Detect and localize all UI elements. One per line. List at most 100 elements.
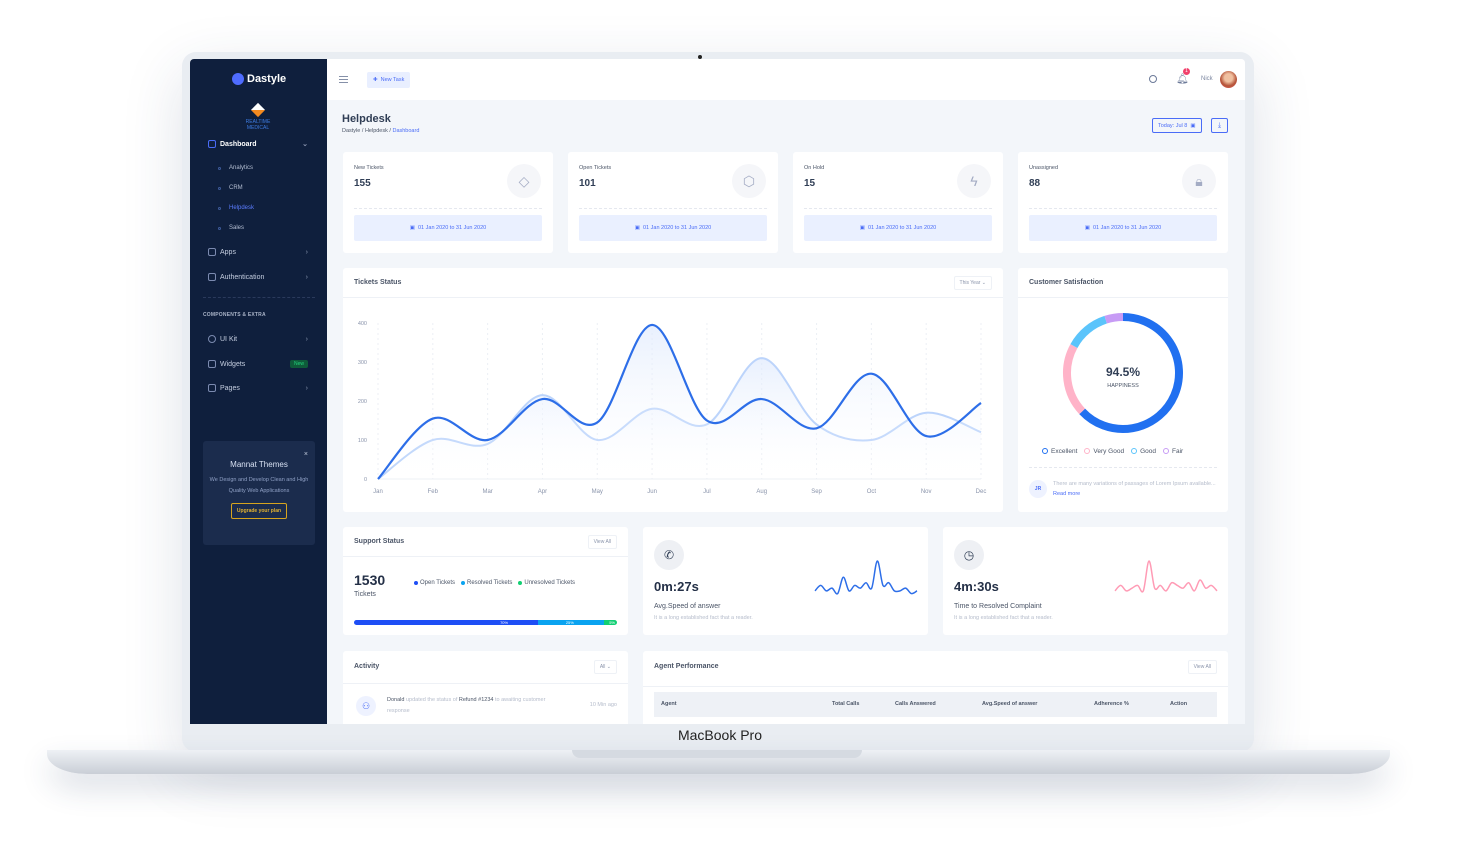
read-more-link[interactable]: Read more (1053, 491, 1081, 497)
card-title: Activity (354, 663, 380, 670)
cube-icon (208, 335, 216, 343)
calendar-icon: ▣ (859, 225, 865, 231)
date-range-button[interactable]: ▣ 01 Jan 2020 to 31 Jun 2020 (354, 215, 542, 241)
bell-icon[interactable]: 🔔︎ (1176, 74, 1189, 85)
sidebar-item-sales[interactable]: Sales (218, 225, 244, 231)
device-label: MacBook Pro (677, 727, 763, 743)
legend-item[interactable]: Excellent (1042, 448, 1077, 455)
card-title: Agent Performance (654, 663, 719, 670)
resolve-time-label: Time to Resolved Complaint (954, 603, 1042, 610)
box-icon: ⬡ (732, 164, 766, 198)
customer-satisfaction-card: Customer Satisfaction 94.5% HAPPINESS Ex… (1018, 268, 1228, 512)
column-header: Calls Answered (895, 701, 936, 707)
legend-item: Open Tickets (414, 580, 455, 586)
stat-value: 88 (1029, 178, 1041, 189)
y-tick-label: 300 (358, 360, 367, 366)
new-task-button[interactable]: ✚ New Task (367, 72, 411, 88)
column-header: Avg.Speed of answer (982, 701, 1038, 707)
sidebar-item-helpdesk[interactable]: Helpdesk (218, 205, 254, 211)
card-title: Support Status (354, 538, 405, 545)
sidebar-item-analytics[interactable]: Analytics (218, 165, 253, 171)
resolve-time-card: ◷ 4m:30s Time to Resolved Complaint It i… (943, 527, 1228, 635)
calendar-icon: ▣ (634, 225, 640, 231)
y-tick-label: 400 (358, 321, 367, 327)
view-all-button[interactable]: View All (1187, 660, 1217, 674)
avatar[interactable] (1220, 71, 1237, 88)
stat-label: New Tickets (354, 165, 384, 171)
topbar: ✚ New Task 🔔︎ 1 Nick (327, 59, 1245, 100)
date-range-button[interactable]: ▣ 01 Jan 2020 to 31 Jun 2020 (1029, 215, 1217, 241)
close-icon[interactable]: × (303, 451, 308, 458)
stat-card: Unassigned 88 🔒︎ ▣ 01 Jan 2020 to 31 Jun 202… (1018, 152, 1228, 253)
chevron-right-icon: › (305, 335, 308, 343)
view-all-button[interactable]: View All (587, 535, 617, 549)
x-tick-label: Jun (647, 489, 657, 495)
activity-item[interactable]: Donald updated the status of Refund #123… (387, 697, 546, 714)
avg-speed-sparkline (814, 560, 918, 595)
support-progress-bar: 70% 25% 5% (354, 620, 617, 625)
sidebar-item-dashboard[interactable]: Dashboard ⌄ (208, 140, 308, 148)
sidebar: Dastyle REALTIME MEDICAL Dashboard ⌄ Anal… (190, 59, 327, 724)
client-logo: REALTIME MEDICAL (234, 102, 282, 131)
page-title: Helpdesk (342, 113, 391, 125)
promo-card: × Mannat Themes We Design and Develop Cl… (203, 441, 315, 545)
sidebar-item-widgets[interactable]: Widgets New (208, 360, 308, 368)
avg-speed-desc: It is a long established fact that a rea… (654, 615, 753, 621)
chevron-right-icon: › (305, 384, 308, 392)
breadcrumb: Dastyle / Helpdesk / Dashboard (342, 128, 420, 134)
brand-icon (232, 73, 244, 85)
card-title: Customer Satisfaction (1029, 279, 1104, 286)
x-tick-label: Dec (976, 489, 987, 495)
lock-icon (208, 273, 216, 281)
series-line (377, 323, 982, 480)
sidebar-item-crm[interactable]: CRM (218, 185, 243, 191)
date-range-button[interactable]: ▣ 01 Jan 2020 to 31 Jun 2020 (579, 215, 767, 241)
chevron-down-icon: ⌄ (302, 141, 308, 148)
user-activity-icon: ⚇ (356, 696, 376, 716)
today-button[interactable]: Today: Jul 8 ▣ (1152, 118, 1202, 133)
sidebar-item-ui-kit[interactable]: UI Kit › (208, 335, 308, 343)
tickets-status-card: Tickets Status This Year ⌄ Jan Feb Mar Apr Ma… (343, 268, 1003, 512)
date-range-button[interactable]: ▣ 01 Jan 2020 to 31 Jun 2020 (804, 215, 992, 241)
resolve-time-value: 4m:30s (954, 579, 999, 594)
x-tick-label: Oct (867, 489, 877, 495)
laptop-notch (572, 750, 862, 758)
notification-badge: 1 (1183, 68, 1190, 75)
donut-slice (1070, 315, 1108, 349)
progress-segment: 70% (354, 620, 539, 625)
support-status-card: Support Status View All 1530 Tickets Open… (343, 527, 628, 635)
search-icon[interactable] (1149, 75, 1157, 83)
brand-name: Dastyle (247, 73, 287, 85)
camera (698, 55, 702, 59)
legend-item[interactable]: Fair (1163, 448, 1183, 455)
avg-speed-card: ✆ 0m:27s Avg.Speed of answer It is a lon… (643, 527, 928, 635)
year-filter-dropdown[interactable]: This Year ⌄ (953, 276, 992, 290)
sidebar-item-apps[interactable]: Apps › (208, 248, 308, 256)
tickets-chart: Jan Feb Mar Apr May Jun Jul Aug Sep Oct Nov Dec 0 100… (358, 321, 987, 495)
sidebar-item-authentication[interactable]: Authentication › (208, 273, 308, 281)
progress-segment: 5% (603, 620, 617, 625)
y-tick-label: 100 (358, 438, 367, 444)
legend-item[interactable]: Very Good (1084, 448, 1124, 455)
activity-filter-dropdown[interactable]: All ⌄ (593, 660, 617, 674)
user-name[interactable]: Nick (1201, 76, 1213, 82)
resolve-time-desc: It is a long established fact that a rea… (954, 615, 1053, 621)
brand-logo[interactable]: Dastyle (232, 73, 286, 85)
commenter-avatar: JR (1029, 480, 1047, 498)
legend-item: Unresolved Tickets (518, 580, 575, 586)
column-header: Total Calls (832, 701, 860, 707)
card-title: Tickets Status (354, 279, 402, 286)
stat-value: 15 (804, 178, 816, 189)
lock-icon: 🔒︎ (1182, 164, 1216, 198)
legend-item[interactable]: Good (1131, 448, 1156, 455)
download-button[interactable]: ⤓ (1211, 118, 1228, 133)
stat-label: On Hold (804, 165, 825, 171)
download-icon: ⤓ (1217, 122, 1222, 129)
series-area (378, 324, 981, 479)
tag-icon: ◇ (507, 164, 541, 198)
upgrade-button[interactable]: Upgrade your plan (230, 503, 288, 519)
stat-value: 155 (354, 178, 371, 189)
sidebar-item-pages[interactable]: Pages › (208, 384, 308, 392)
menu-icon[interactable] (339, 76, 348, 83)
x-tick-label: Feb (428, 489, 439, 495)
